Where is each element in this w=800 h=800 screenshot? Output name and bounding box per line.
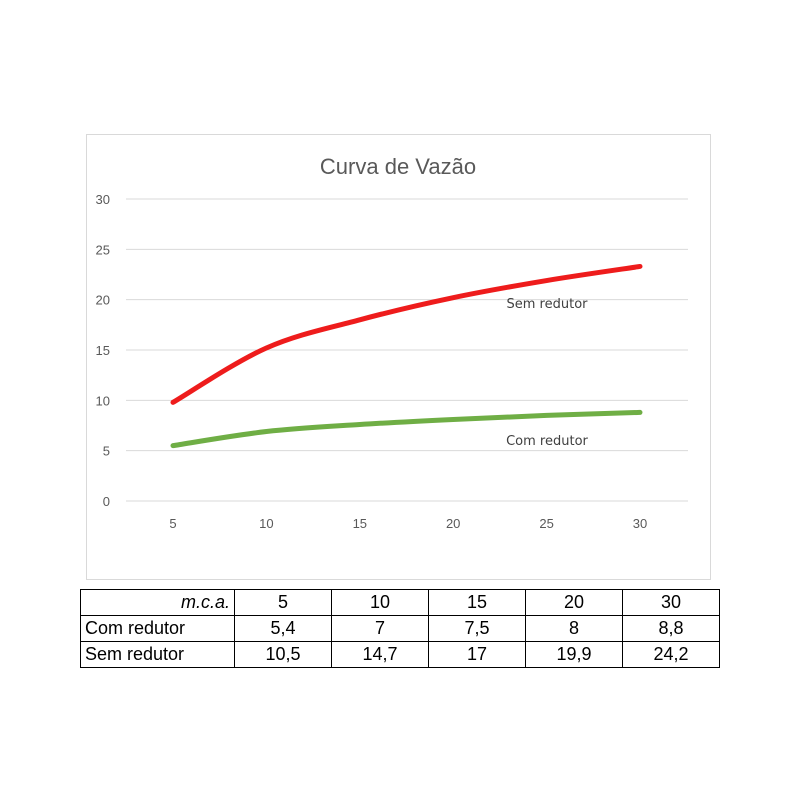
table-row-label: Sem redutor	[80, 641, 235, 668]
table-header-cell: 5	[234, 589, 332, 616]
table-header-label: m.c.a.	[80, 589, 235, 616]
y-tick-label: 25	[96, 242, 110, 257]
table-cell: 7,5	[428, 615, 526, 642]
table-row: Com redutor 5,4 7 7,5 8 8,8	[80, 615, 720, 642]
table-header-row: m.c.a. 5 10 15 20 30	[80, 589, 720, 616]
x-tick-label: 25	[539, 516, 553, 531]
y-tick-label: 5	[103, 444, 110, 459]
series-label: Sem redutor	[507, 297, 589, 312]
y-axis-ticks: 0 5 10 15 20 25 30	[96, 192, 110, 509]
series-line-sem-redutor	[170, 263, 643, 405]
table-cell: 19,9	[525, 641, 623, 668]
chart-title: Curva de Vazão	[320, 154, 476, 179]
table-row-label: Com redutor	[80, 615, 235, 642]
table-header-cell: 20	[525, 589, 623, 616]
gridlines	[126, 198, 688, 502]
table-header-cell: 30	[622, 589, 720, 616]
y-tick-label: 30	[96, 192, 110, 207]
x-axis-ticks: 5 10 15 20 25 30	[169, 516, 647, 531]
table-header-cell: 15	[428, 589, 526, 616]
series-lines	[170, 263, 643, 449]
table-cell: 8,8	[622, 615, 720, 642]
series-labels: Sem redutor Com redutor	[506, 297, 588, 449]
table-cell: 7	[331, 615, 429, 642]
y-tick-label: 15	[96, 343, 110, 358]
table-cell: 17	[428, 641, 526, 668]
x-tick-label: 5	[169, 516, 176, 531]
table-cell: 8	[525, 615, 623, 642]
x-tick-label: 10	[259, 516, 273, 531]
chart-area	[86, 134, 711, 580]
x-tick-label: 15	[353, 516, 367, 531]
table-cell: 14,7	[331, 641, 429, 668]
table-cell: 24,2	[622, 641, 720, 668]
y-tick-label: 0	[103, 494, 110, 509]
y-tick-label: 20	[96, 293, 110, 308]
table-header-cell: 10	[331, 589, 429, 616]
table-cell: 5,4	[234, 615, 332, 642]
series-line-com-redutor	[170, 409, 643, 449]
y-tick-label: 10	[96, 393, 110, 408]
x-tick-label: 30	[633, 516, 647, 531]
table-cell: 10,5	[234, 641, 332, 668]
data-table: m.c.a. 5 10 15 20 30 Com redutor 5,4 7 7…	[80, 589, 720, 668]
x-tick-label: 20	[446, 516, 460, 531]
series-label: Com redutor	[506, 434, 588, 449]
table-row: Sem redutor 10,5 14,7 17 19,9 24,2	[80, 641, 720, 668]
